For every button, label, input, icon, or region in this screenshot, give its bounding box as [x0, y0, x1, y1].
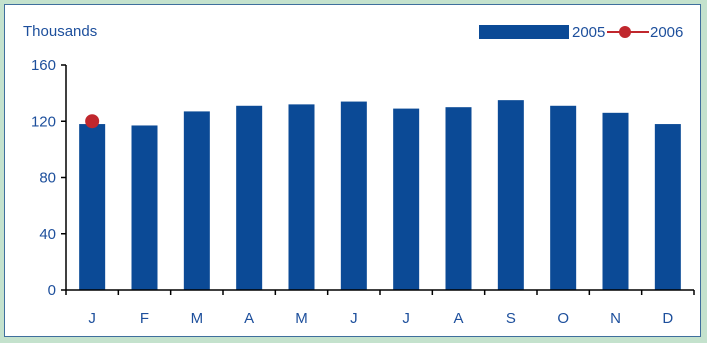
- x-tick-label: A: [453, 310, 463, 327]
- y-tick-label: 40: [39, 226, 56, 243]
- y-tick-label: 0: [48, 282, 56, 299]
- y-tick-label: 80: [39, 170, 56, 187]
- point-2006: [85, 114, 100, 129]
- bar-2005: [550, 105, 577, 290]
- legend-label-2006: 2006: [650, 24, 683, 41]
- x-tick-label: D: [662, 310, 673, 327]
- chart-panel: Thousands 2005 2006 0 40 80 120 160 J F M A M J J A S…: [4, 4, 701, 337]
- bar-chart: Thousands 2005 2006 0 40 80 120 160 J F M A M J J A S…: [23, 23, 695, 327]
- x-tick-label: M: [191, 310, 204, 327]
- legend: 2005 2006: [479, 24, 683, 41]
- x-tick-label: S: [506, 310, 516, 327]
- x-tick-label: J: [402, 310, 410, 327]
- bar-2005: [131, 125, 158, 290]
- x-tick-label: O: [557, 310, 569, 327]
- y-tick-label: 120: [31, 113, 56, 130]
- bar-2005: [183, 111, 210, 290]
- bar-2005: [236, 105, 263, 290]
- bar-2005: [288, 104, 315, 290]
- x-tick-label: N: [610, 310, 621, 327]
- x-tick-label: A: [244, 310, 254, 327]
- x-tick-label: F: [140, 310, 149, 327]
- bar-2005: [445, 107, 472, 290]
- bar-2005: [497, 100, 524, 290]
- x-tick-label: M: [295, 310, 308, 327]
- x-tick-label: J: [350, 310, 358, 327]
- bar-2005: [393, 108, 420, 290]
- y-axis-title: Thousands: [23, 23, 97, 40]
- legend-swatch-2005: [479, 25, 569, 39]
- legend-label-2005: 2005: [572, 24, 605, 41]
- bar-2005: [79, 124, 106, 290]
- y-tick-label: 160: [31, 57, 56, 74]
- bar-2005: [340, 101, 367, 290]
- plot-area: 0 40 80 120 160 J F M A M J J A S O N D: [31, 57, 695, 327]
- legend-marker-2006: [619, 26, 631, 38]
- bar-2005: [602, 112, 629, 290]
- bar-2005: [654, 124, 681, 290]
- x-tick-label: J: [88, 310, 96, 327]
